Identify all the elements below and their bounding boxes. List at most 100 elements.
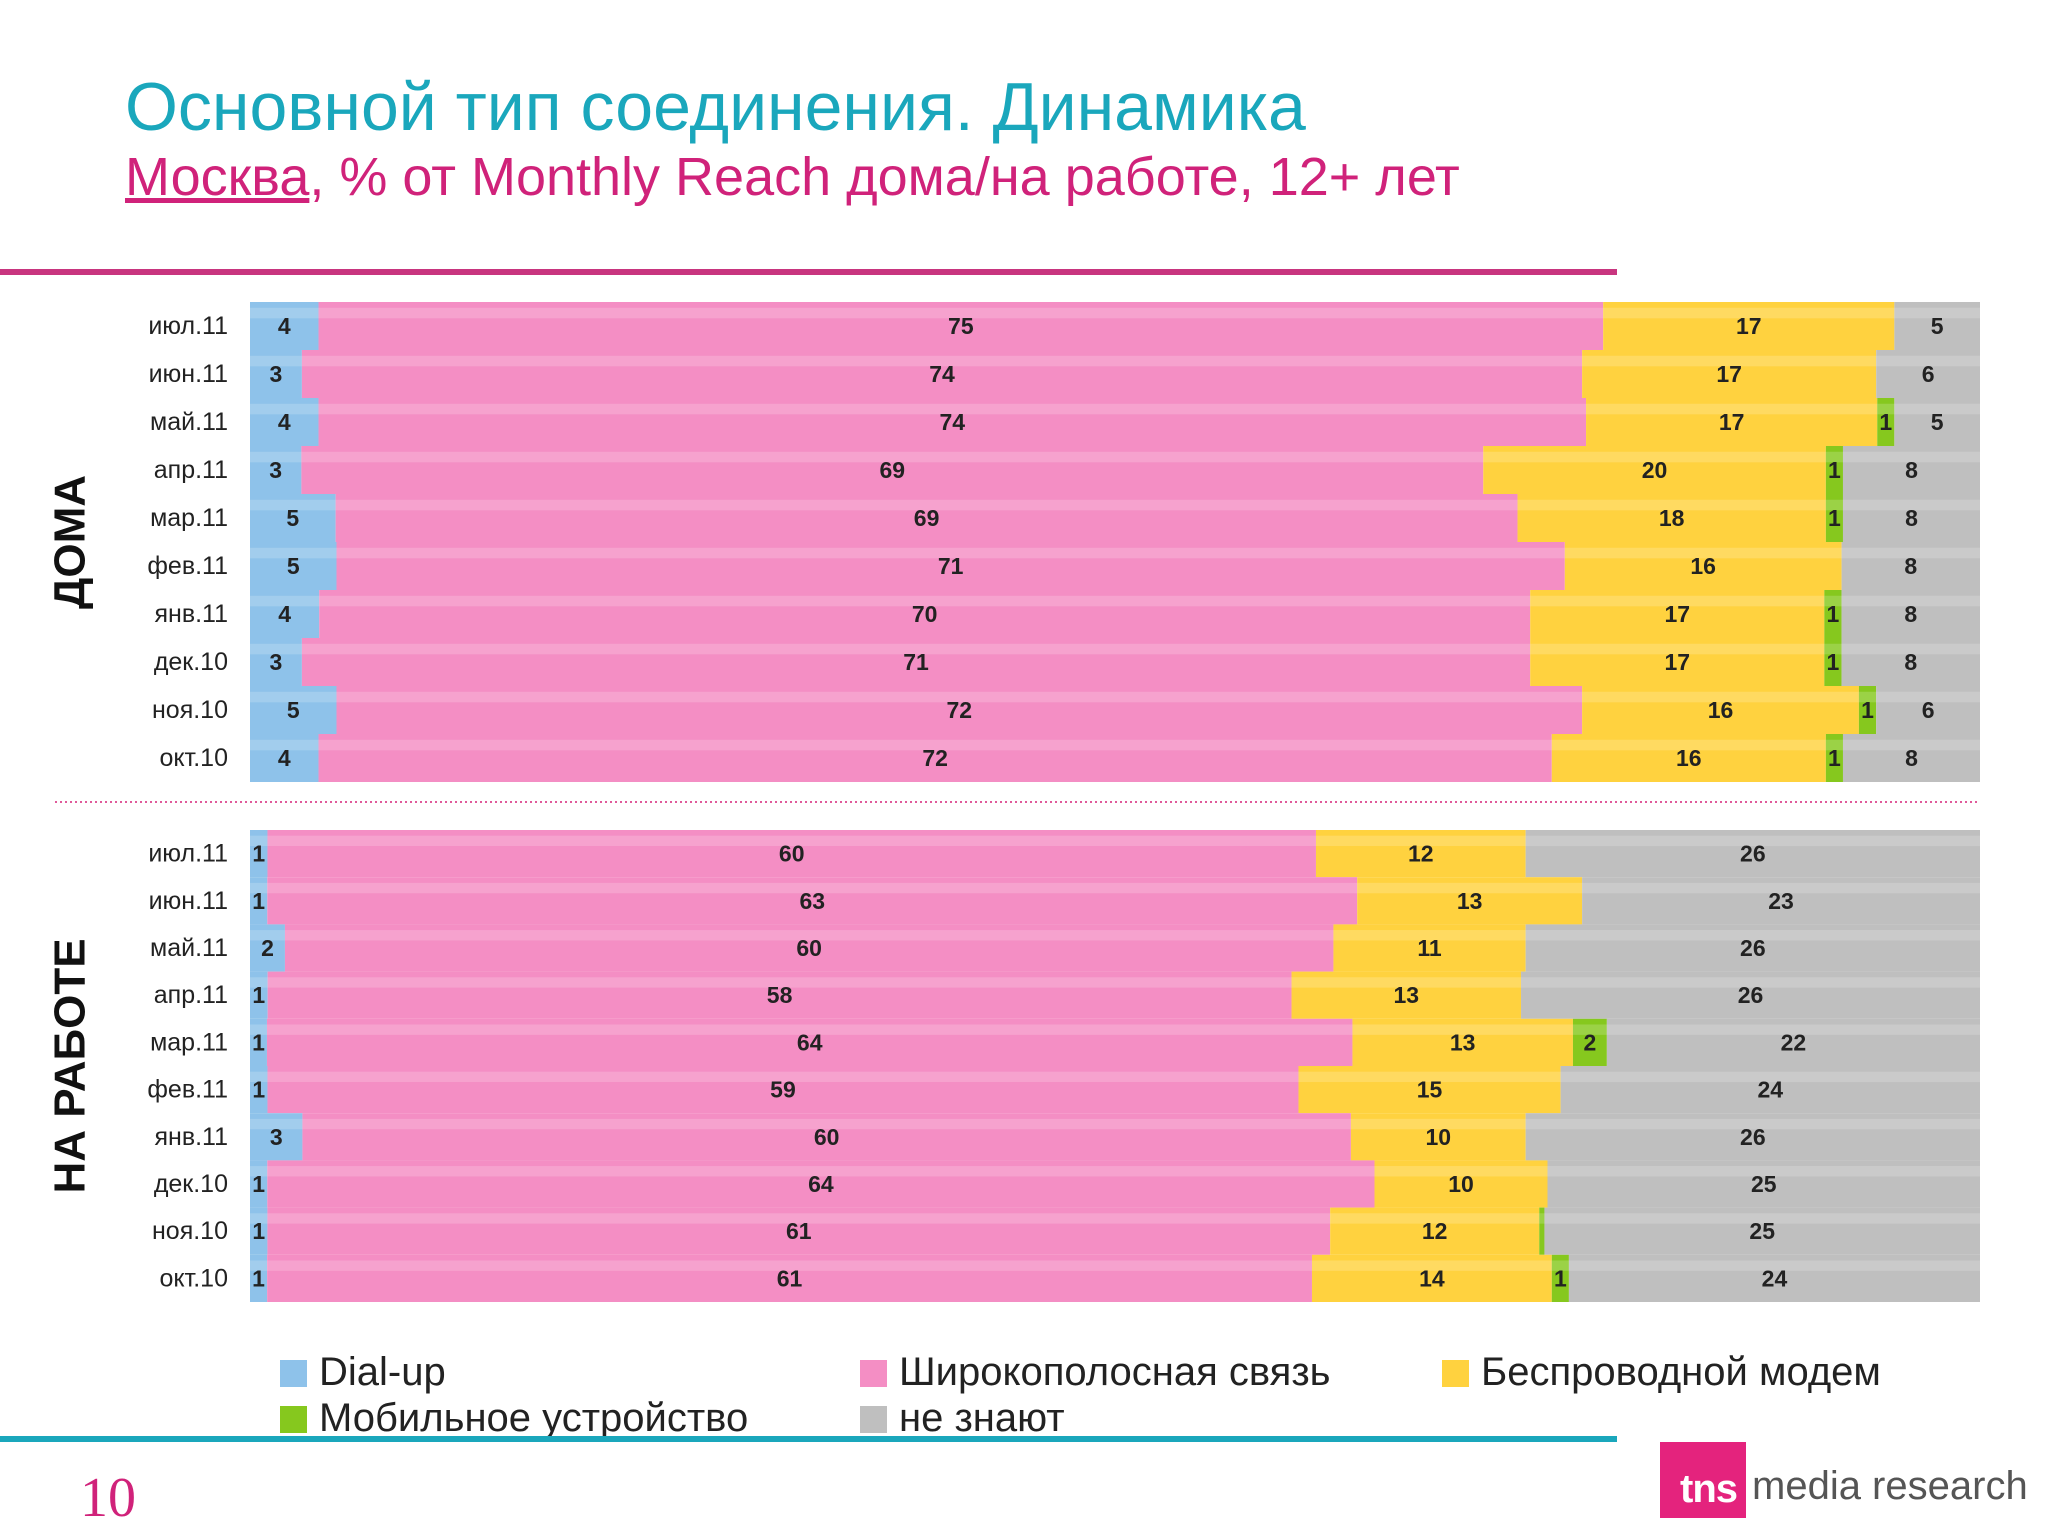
legend-swatch-mobile <box>280 1406 307 1433</box>
bar-segment-broadband <box>267 1160 1375 1208</box>
data-label-broadband: 60 <box>779 841 805 867</box>
bar-segment-shine <box>1894 307 1980 319</box>
bar-segment-shine <box>250 451 302 463</box>
tns-logo-text: media research <box>1752 1463 2028 1508</box>
bar-segment-wireless <box>1357 877 1583 925</box>
bar-segment-wireless <box>1530 638 1825 686</box>
data-label-broadband: 69 <box>880 457 906 483</box>
bar-segment-shine <box>250 643 302 655</box>
category-label: апр.11 <box>154 456 228 484</box>
data-label-dialup: 1 <box>252 1265 265 1291</box>
data-label-dialup: 4 <box>278 313 291 339</box>
bar-segment-shine <box>318 307 1604 319</box>
bar-segment-dontknow <box>1841 542 1980 590</box>
bar-segment-shine <box>318 403 1587 415</box>
data-label-dontknow: 26 <box>1738 982 1764 1008</box>
data-label-dontknow: 8 <box>1904 601 1917 627</box>
data-label-dialup: 1 <box>252 982 265 1008</box>
bar-segment-shine <box>1825 499 1843 511</box>
category-label: ноя.10 <box>152 1217 228 1245</box>
data-label-dialup: 2 <box>261 935 274 961</box>
data-label-dontknow: 26 <box>1740 935 1766 961</box>
data-label-dontknow: 8 <box>1904 553 1917 579</box>
bar-segment-shine <box>1525 835 1980 847</box>
data-label-broadband: 71 <box>938 553 964 579</box>
bar-segment-shine <box>1842 451 1980 463</box>
bar-segment-dialup <box>250 446 302 494</box>
bar-segment-shine <box>301 643 1531 655</box>
bar-row: дек.10 3 71 17 1 8 <box>154 638 1980 686</box>
subtitle-city-link[interactable]: Москва <box>125 147 310 207</box>
bar-segment-shine <box>1530 595 1825 607</box>
legend-label-dialup: Dial-up <box>319 1350 446 1394</box>
bar-segment-shine <box>1298 1071 1561 1083</box>
bar-segment-shine <box>1841 643 1980 655</box>
data-label-dontknow: 6 <box>1922 697 1935 723</box>
data-label-dontknow: 6 <box>1922 361 1935 387</box>
data-label-dialup: 1 <box>252 841 265 867</box>
bar-segment-dontknow <box>1525 830 1980 878</box>
bar-segment-shine <box>267 977 1292 988</box>
category-label: июл.11 <box>148 312 228 340</box>
bar-row: июл.11 1 60 12 26 <box>148 830 1980 878</box>
bar-segment-dialup <box>250 638 302 686</box>
bar-segment-shine <box>1858 691 1877 703</box>
data-label-dialup: 1 <box>252 1218 265 1244</box>
category-label: ноя.10 <box>152 696 228 724</box>
bar-segment-dontknow <box>1842 494 1980 542</box>
bar-segment-broadband <box>336 686 1583 734</box>
bar-segment-wireless <box>1333 924 1526 972</box>
category-label: дек.10 <box>154 648 228 676</box>
bar-segment-shine <box>1357 882 1583 894</box>
legend-label-dontknow: не знают <box>899 1396 1065 1440</box>
bar-segment-shine <box>1824 643 1842 655</box>
bar-segment-wireless <box>1291 971 1522 1019</box>
data-label-dialup: 3 <box>269 457 282 483</box>
data-label-wireless: 18 <box>1659 505 1685 531</box>
bar-segment-dialup <box>250 971 268 1019</box>
bar-segment-shine <box>1525 1118 1980 1130</box>
bar-segment-shine <box>250 1260 268 1271</box>
bar-segment-shine <box>250 691 337 703</box>
bar-segment-shine <box>1551 1260 1569 1271</box>
bar-segment-shine <box>1582 882 1980 894</box>
bar-segment-dontknow <box>1842 446 1980 494</box>
data-label-mobile: 1 <box>1828 745 1841 771</box>
data-label-mobile: 1 <box>1827 601 1840 627</box>
data-label-broadband: 61 <box>786 1218 812 1244</box>
bar-segment-wireless <box>1315 830 1526 878</box>
data-label-wireless: 16 <box>1690 553 1716 579</box>
category-label: апр.11 <box>154 981 228 1009</box>
data-label-broadband: 72 <box>947 697 973 723</box>
bar-segment-shine <box>1551 739 1826 751</box>
data-label-dontknow: 5 <box>1931 313 1944 339</box>
data-label-wireless: 17 <box>1716 361 1742 387</box>
bar-segment-wireless <box>1582 686 1859 734</box>
data-label-wireless: 12 <box>1408 841 1434 867</box>
bar-segment-shine <box>267 835 1316 847</box>
bar-segment-broadband <box>336 542 1565 590</box>
data-label-dialup: 4 <box>278 745 291 771</box>
bar-segment-dontknow <box>1525 1113 1980 1161</box>
legend-item-broadband: Широкополосная связь <box>860 1350 1331 1395</box>
data-label-wireless: 10 <box>1425 1124 1451 1150</box>
bar-row: дек.10 1 64 10 25 <box>154 1160 1980 1208</box>
category-label: окт.10 <box>159 1264 228 1292</box>
bar-row: апр.11 1 58 13 26 <box>154 971 1980 1019</box>
data-label-wireless: 17 <box>1664 601 1690 627</box>
bar-segment-shine <box>1877 403 1895 415</box>
data-label-dialup: 5 <box>287 697 300 723</box>
bar-segment-mobile <box>1551 1254 1569 1302</box>
data-label-dontknow: 23 <box>1768 888 1794 914</box>
bar-segment-shine <box>1582 355 1877 367</box>
category-label: окт.10 <box>159 744 228 772</box>
bar-row: июн.11 1 63 13 23 <box>149 877 1980 925</box>
bar-segment-broadband <box>267 830 1316 878</box>
bar-segment-broadband <box>318 734 1552 782</box>
bar-segment-dontknow <box>1560 1066 1980 1114</box>
bar-row: май.11 2 60 11 26 <box>150 924 1980 972</box>
bar-row: фев.11 5 71 16 8 <box>147 542 1980 590</box>
bar-segment-dialup <box>250 350 302 398</box>
bar-segment-broadband <box>267 1066 1299 1114</box>
bar-segment-shine <box>267 1166 1375 1177</box>
